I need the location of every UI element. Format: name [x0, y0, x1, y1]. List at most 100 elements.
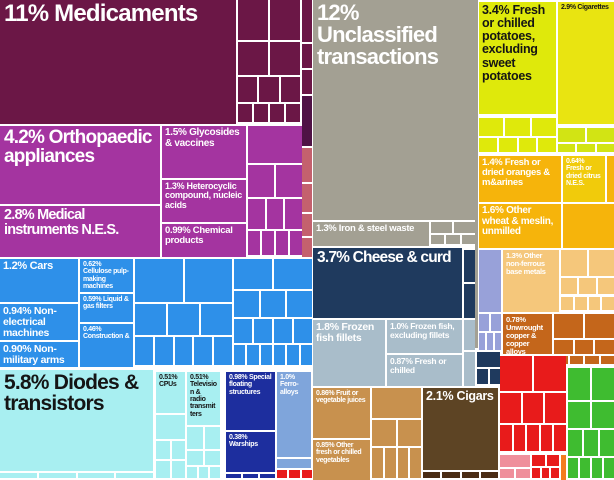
- treemap-filler-cell-rust-mosaic: [574, 340, 594, 354]
- cell-label-television-radio-transmitters: 0.51% Television & radio transmitters: [190, 374, 217, 418]
- treemap-filler-cell-cyan-mosaic: [198, 466, 209, 478]
- cell-label-oranges-mandarines: 1.4% Fresh or dried oranges & m&arines: [482, 157, 550, 188]
- treemap-filler-cell-grey-mosaic: [454, 222, 475, 234]
- treemap-cell-oranges-mandarines: 1.4% Fresh or dried oranges & m&arines: [479, 156, 561, 202]
- treemap-filler-periwinkle-box: [479, 250, 501, 312]
- treemap-filler-wine-filler: [302, 0, 312, 42]
- cell-label-citrus-nes: 0.64% Fresh or dried citrus N.E.S.: [566, 158, 601, 188]
- treemap-filler-cell-lime-mosaic: [558, 128, 585, 142]
- cell-label-fresh-or-chilled: 0.87% Fresh or chilled: [390, 356, 447, 375]
- treemap-cell-citrus-nes: 0.64% Fresh or dried citrus N.E.S.: [563, 156, 605, 202]
- treemap-filler-cell-tan-mosaic: [372, 447, 383, 478]
- treemap-filler-cell-periwinkle-mosaic: [495, 333, 501, 350]
- treemap-filler-cell-red-mosaic: [546, 455, 559, 466]
- treemap-filler-cell-rust-mosaic: [554, 340, 573, 354]
- treemap-filler-cell-orchid-mosaic: [248, 230, 260, 255]
- treemap-cell-ferro-alloys: 1.0% Ferro-alloys: [277, 372, 311, 457]
- treemap-filler-cell-blue-mosaic: [234, 259, 272, 290]
- treemap-filler-cell-blue-mosaic: [274, 345, 286, 365]
- treemap-cell-heterocyclic-compound: 1.3% Heterocyclic compound, nucleic acid…: [162, 180, 246, 222]
- treemap-cell-cellulose-pulp-machines: 0.62% Cellulose pulp-making machines: [80, 259, 133, 292]
- treemap-cell-warships: 0.38% Warships: [226, 432, 275, 472]
- cell-label-orthopaedic-appliances: 4.2% Orthopaedic appliances: [4, 127, 153, 167]
- treemap-filler-cell-orchid-mosaic: [285, 199, 302, 229]
- treemap-filler-grey-sliver: [475, 0, 478, 348]
- cell-label-other-non-ferrous-base-metals: 1.3% Other non-ferrous base metals: [506, 251, 546, 276]
- treemap-filler-cell-chartreuse-mosaic: [538, 137, 556, 152]
- treemap-filler-cell-red-mosaic: [541, 467, 550, 478]
- treemap-filler-cell-wine-mosaic: [238, 104, 252, 122]
- treemap-filler-cell-cyan-mosaic: [171, 460, 185, 478]
- treemap-filler-cell-orchid-mosaic: [276, 165, 302, 198]
- treemap-filler-cell-blue-mosaic: [154, 336, 173, 365]
- treemap-filler-cell-cyan-strip: [0, 473, 37, 478]
- treemap-filler-cell-sandy-mosaic: [579, 277, 596, 295]
- treemap-filler-cell-red-strip: [289, 470, 300, 478]
- treemap-filler-cell-blue-mosaic: [184, 259, 232, 303]
- treemap-filler-cell-sandy-mosaic: [602, 296, 614, 310]
- cell-label-ferro-alloys: 1.0% Ferro-alloys: [280, 374, 299, 396]
- treemap-filler-cell-blue-mosaic: [287, 345, 299, 365]
- treemap-cell-glycosides-vaccines: 1.5% Glycosides & vaccines: [162, 126, 246, 178]
- cell-label-chemical-products: 0.99% Chemical products: [165, 225, 233, 246]
- treemap-filler-cell-pink-mosaic: [500, 455, 530, 467]
- treemap-cell-other-non-ferrous-base-metals: 1.3% Other non-ferrous base metals: [503, 250, 559, 312]
- cell-label-frozen-fish-fillets: 1.8% Frozen fish fillets: [316, 321, 374, 345]
- treemap-filler-orange-sliver: [561, 455, 566, 480]
- treemap-filler-cell-red-mosaic: [534, 356, 566, 391]
- treemap-cell-medical-instruments: 2.8% Medical instruments N.E.S.: [0, 206, 160, 257]
- treemap-filler-cell-maroon-strip: [480, 472, 498, 478]
- treemap-filler-cell-wine-mosaic: [259, 76, 279, 103]
- cell-label-cigarettes: 2.9% Cigarettes: [561, 4, 609, 11]
- treemap-filler-wine-filler: [302, 70, 312, 94]
- treemap-filler-cell-cyan-strip: [77, 473, 115, 478]
- treemap-filler-rose-filler: [302, 148, 312, 182]
- treemap-filler-cell-green-mosaic: [604, 457, 614, 478]
- cell-label-heterocyclic-compound: 1.3% Heterocyclic compound, nucleic acid…: [165, 181, 242, 210]
- treemap-filler-cell-blue-mosaic: [201, 304, 232, 335]
- treemap-filler-cell-red-mosaic: [545, 392, 566, 423]
- cell-label-other-wheat-meslin: 1.6% Other wheat & meslin, unmilled: [482, 205, 554, 237]
- treemap-filler-cell-green-mosaic: [592, 368, 614, 400]
- treemap-cell-diodes-transistors: 5.8% Diodes & transistors: [0, 370, 153, 471]
- treemap-filler-cell-lime-mosaic: [587, 128, 614, 142]
- treemap-cell-fresh-potatoes: 3.4% Fresh or chilled potatoes, excludin…: [479, 2, 556, 114]
- treemap-filler-cell-grey-mosaic: [461, 235, 475, 244]
- treemap-filler-steel-filler: [464, 320, 475, 350]
- treemap-filler-rose-filler: [302, 238, 312, 257]
- cell-label-fresh-potatoes: 3.4% Fresh or chilled potatoes, excludin…: [482, 3, 546, 83]
- treemap-cell-construction: 0.46% Construction &: [80, 324, 133, 367]
- treemap-filler-cell-cyan-strip: [116, 473, 153, 478]
- cell-label-frozen-fish-excluding-fillets: 1.0% Frozen fish, excluding fillets: [390, 321, 455, 340]
- treemap-filler-cell-green-mosaic: [580, 457, 590, 478]
- treemap-filler-cell-royal-strip: [226, 474, 241, 478]
- treemap-filler-cell-blue-mosaic: [254, 319, 272, 344]
- treemap-filler-cell-maroon-strip: [442, 472, 460, 478]
- treemap-filler-cell-blue-mosaic: [274, 319, 292, 344]
- treemap-filler-cell-blue-mosaic: [214, 336, 232, 365]
- treemap-cell-unwrought-copper: 0.78% Unwrought copper & copper alloys: [503, 314, 552, 355]
- treemap-filler-cell-red-mosaic: [532, 467, 540, 478]
- treemap-filler-cell-cyan-mosaic: [210, 466, 220, 478]
- treemap-filler-cell-wine-mosaic: [238, 0, 268, 41]
- treemap-filler-cell-green-mosaic: [568, 429, 582, 456]
- treemap-filler-rose-filler: [302, 214, 312, 236]
- treemap-filler-cell-grey-mosaic: [431, 235, 445, 244]
- treemap-cell-unclassified-transactions: 12% Unclassified transactions: [313, 0, 475, 220]
- treemap-filler-cell-lime-mosaic: [558, 143, 576, 152]
- treemap-cell-frozen-fish-excluding-fillets: 1.0% Frozen fish, excluding fillets: [387, 320, 462, 353]
- treemap-cell-fresh-or-chilled: 0.87% Fresh or chilled: [387, 355, 462, 386]
- treemap-filler-cell-green-mosaic: [568, 368, 590, 400]
- treemap-cell-other-wheat-meslin: 1.6% Other wheat & meslin, unmilled: [479, 204, 561, 248]
- treemap-filler-cell-blue-mosaic: [194, 336, 213, 365]
- cell-label-cars: 1.2% Cars: [3, 260, 53, 272]
- cell-label-warships: 0.38% Warships: [229, 434, 258, 449]
- treemap-cell-chemical-products: 0.99% Chemical products: [162, 224, 246, 257]
- treemap-filler-cell-blue-mosaic: [168, 304, 199, 335]
- treemap-filler-cell-green-mosaic: [592, 457, 602, 478]
- treemap-filler-cell-red-mosaic: [554, 424, 566, 451]
- treemap-filler-cell-tan-mosaic: [397, 447, 409, 478]
- treemap-filler-cell-cyan-mosaic: [187, 427, 203, 449]
- treemap-cell-cigarettes: 2.9% Cigarettes: [558, 2, 614, 124]
